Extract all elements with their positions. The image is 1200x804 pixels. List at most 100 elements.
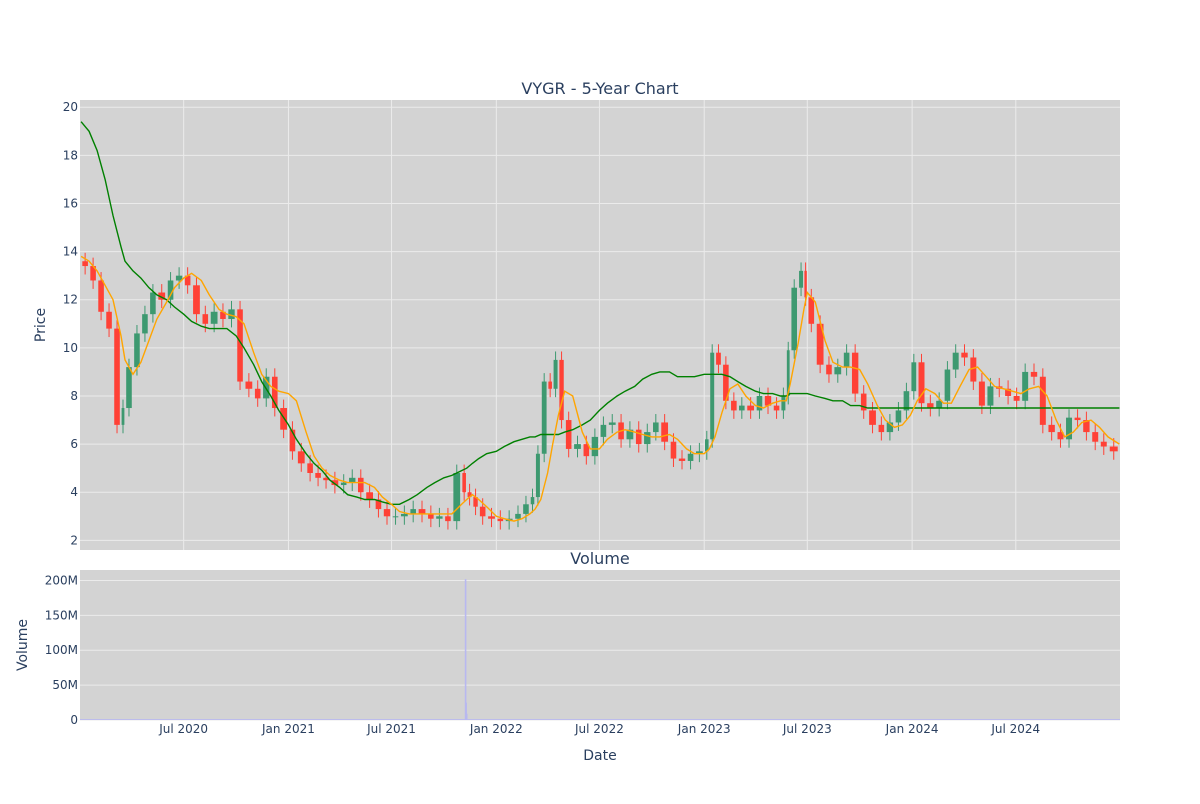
candle-body [315, 472, 321, 478]
candle-body [497, 518, 504, 522]
candle-body [860, 393, 867, 411]
candle-body [869, 410, 876, 425]
candle-body [530, 497, 535, 505]
candle-body [808, 297, 815, 324]
candle-body [723, 364, 729, 401]
x-tick-label: Jan 2021 [261, 722, 315, 736]
candle-body [245, 381, 253, 389]
volume-chart-title: Volume [570, 549, 630, 568]
candle-body [804, 270, 807, 298]
candle-body [731, 400, 737, 411]
candle-body [583, 444, 590, 457]
candle-body [670, 441, 677, 459]
candle-body [1013, 395, 1020, 401]
ma50-line [80, 255, 1120, 522]
candle-body [553, 359, 558, 389]
candle-body [961, 352, 968, 358]
candle-body [90, 266, 96, 281]
candle-body [289, 429, 296, 452]
candle-body [978, 381, 985, 406]
candle-body [349, 477, 356, 483]
candle-body [462, 472, 466, 493]
volume-y-tick-label: 150M [45, 608, 78, 622]
candle-body [383, 509, 391, 517]
candle-body [297, 451, 305, 464]
candle-body [193, 285, 200, 315]
candle-body [541, 381, 547, 454]
candle-body [600, 424, 607, 437]
candle-body [428, 513, 434, 519]
candle-body [357, 477, 364, 493]
ma200-line [80, 121, 1120, 505]
candle-body [175, 275, 183, 281]
candle-body [1100, 441, 1107, 447]
candle-body [952, 352, 959, 370]
candle-body [886, 422, 894, 433]
price-y-tick-label: 12 [63, 293, 78, 307]
candle-body [400, 513, 408, 517]
price-y-tick-label: 4 [70, 485, 78, 499]
candle-body [467, 492, 472, 498]
candle-body [488, 516, 495, 519]
x-tick-label: Jan 2023 [677, 722, 731, 736]
candle-body [843, 352, 850, 368]
candle-body [1083, 420, 1090, 433]
x-tick-label: Jul 2021 [366, 722, 416, 736]
candle-body [473, 497, 478, 507]
candle-body [445, 516, 451, 522]
candle-body [1109, 446, 1118, 452]
price-y-tick-label: 10 [63, 341, 78, 355]
candle-body [479, 506, 486, 517]
candle-body [565, 420, 572, 449]
candle-body [927, 403, 934, 409]
candle-body [126, 367, 132, 409]
volume-y-tick-label: 200M [45, 573, 78, 587]
candle-body [220, 311, 226, 319]
price-y-tick-label: 20 [63, 100, 78, 114]
candle-body [918, 362, 925, 404]
candle-body [202, 314, 209, 324]
candle-body [340, 482, 347, 486]
candle-body [150, 292, 156, 315]
candle-body [661, 422, 669, 442]
candle-body [82, 261, 88, 267]
candle-body [936, 400, 943, 409]
volume-y-tick-label: 0 [70, 713, 78, 727]
candle-body [574, 444, 581, 449]
candle-body [98, 280, 104, 312]
price-y-tick-label: 6 [70, 437, 78, 451]
candle-body [716, 352, 721, 365]
volume-bar [465, 702, 467, 720]
candle-body [184, 275, 191, 286]
volume-y-axis-title: Volume [15, 619, 31, 671]
x-tick-label: Jul 2024 [990, 722, 1040, 736]
candle-body [704, 439, 709, 452]
candle-body [756, 395, 763, 411]
candle-body [271, 376, 278, 409]
candle-body [799, 270, 804, 288]
candle-body [786, 350, 790, 396]
candle-body [453, 472, 461, 522]
candle-body [1039, 376, 1046, 425]
x-tick-label: Jul 2022 [574, 722, 624, 736]
candle-body [366, 492, 374, 500]
candle-body [1066, 417, 1073, 440]
volume-baseline-bars [80, 719, 1120, 720]
candle-body [254, 388, 261, 399]
price-y-tick-label: 8 [70, 389, 78, 403]
candle-body [878, 424, 885, 433]
candle-body [591, 436, 599, 457]
volume-bar [465, 713, 468, 720]
candle-body [834, 367, 842, 375]
candle-body [608, 422, 616, 425]
candle-body [635, 429, 642, 445]
x-tick-label: Jan 2024 [885, 722, 939, 736]
candle-body [1005, 388, 1012, 396]
candle-body [653, 422, 659, 433]
candle-body [210, 311, 218, 324]
volume-y-tick-label: 100M [45, 643, 78, 657]
candle-body [626, 429, 634, 440]
candle-body [142, 314, 148, 334]
